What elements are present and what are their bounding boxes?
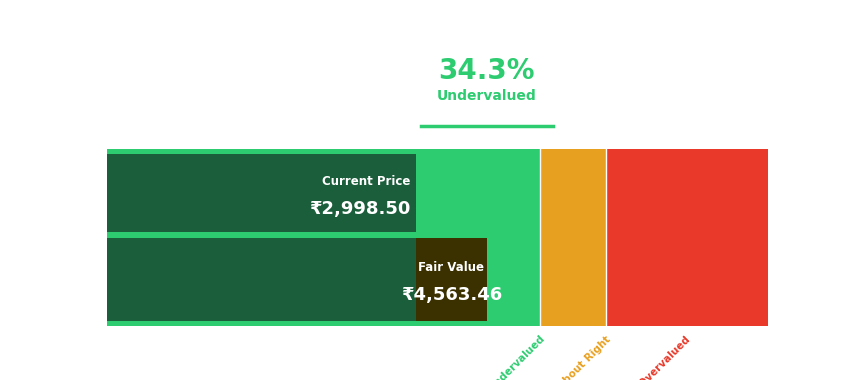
- Text: ₹4,563.46: ₹4,563.46: [400, 286, 502, 304]
- Text: About Right: About Right: [556, 334, 612, 380]
- Text: 20% Undervalued: 20% Undervalued: [466, 334, 546, 380]
- Text: 20% Overvalued: 20% Overvalued: [617, 334, 691, 380]
- Text: Undervalued: Undervalued: [436, 90, 536, 103]
- Bar: [106, 154, 416, 232]
- Text: Current Price: Current Price: [322, 175, 411, 188]
- Bar: [605, 149, 767, 326]
- Text: ₹2,998.50: ₹2,998.50: [309, 201, 411, 218]
- Bar: [106, 238, 486, 321]
- Bar: [539, 149, 605, 326]
- Text: 34.3%: 34.3%: [438, 57, 534, 85]
- Bar: [106, 149, 539, 326]
- Text: Fair Value: Fair Value: [417, 261, 484, 274]
- Bar: [416, 238, 486, 321]
